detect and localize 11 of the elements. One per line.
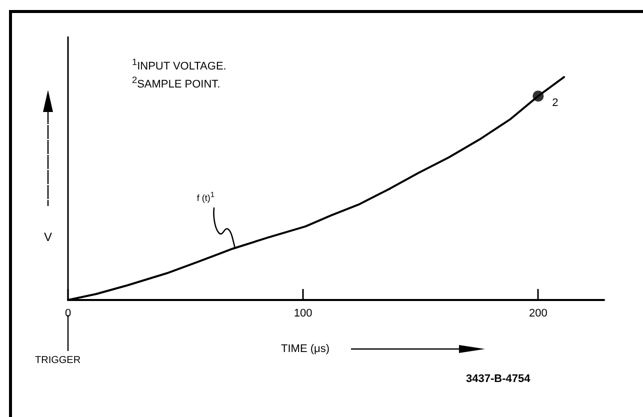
text: $^{1}$INPUT VOLTAGE. bbox=[132, 57, 226, 73]
text: TRIGGER bbox=[35, 355, 81, 366]
annotation: f (t)$^{1}$ bbox=[196, 190, 215, 203]
x-tick-label: 0 bbox=[64, 308, 72, 320]
x-axis-title: TIME (μs) bbox=[281, 343, 330, 355]
annotation: 2 bbox=[552, 97, 558, 110]
x-tick-label: 100 bbox=[294, 308, 312, 320]
y-axis-title: V bbox=[44, 230, 52, 244]
annotation: $^{2}$SAMPLE POINT. bbox=[132, 75, 220, 91]
text: 3437-B-4754 bbox=[466, 373, 530, 385]
x-tick-label: 200 bbox=[528, 308, 548, 320]
